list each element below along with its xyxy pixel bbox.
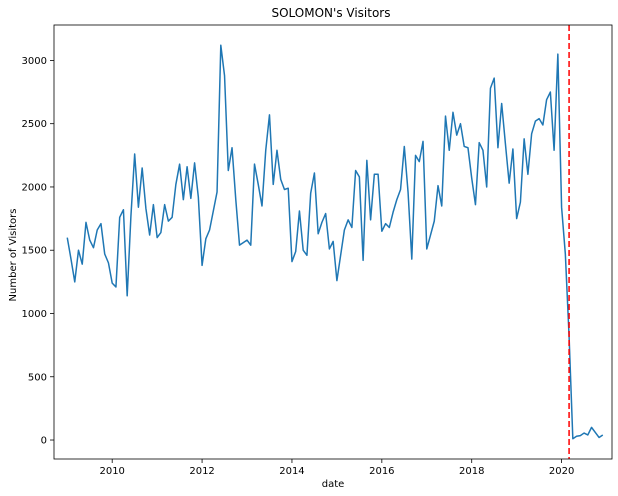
y-tick-label: 1000 xyxy=(22,309,47,320)
y-tick-label: 2000 xyxy=(22,182,47,193)
plot-area xyxy=(53,24,613,460)
y-tick-label: 500 xyxy=(28,372,47,383)
x-tick-label: 2016 xyxy=(369,466,394,477)
chart-title: SOLOMON's Visitors xyxy=(271,6,390,20)
y-tick-label: 1500 xyxy=(22,246,47,257)
x-tick-label: 2014 xyxy=(279,466,304,477)
axes-frame xyxy=(53,24,613,460)
x-axis-label: date xyxy=(322,479,345,490)
x-tick-label: 2018 xyxy=(459,466,484,477)
x-axis: 2010 2012 2014 2016 2018 2020 xyxy=(99,459,574,477)
x-tick-label: 2010 xyxy=(99,466,124,477)
y-axis: 0 500 1000 1500 2000 2500 3000 xyxy=(22,56,54,447)
y-axis-label: Number of Visitors xyxy=(8,209,19,302)
y-tick-label: 3000 xyxy=(22,56,47,67)
x-tick-label: 2020 xyxy=(549,466,574,477)
x-tick-label: 2012 xyxy=(189,466,214,477)
series-line-0 xyxy=(66,44,604,440)
y-tick-label: 2500 xyxy=(22,119,47,130)
y-tick-label: 0 xyxy=(41,436,47,447)
